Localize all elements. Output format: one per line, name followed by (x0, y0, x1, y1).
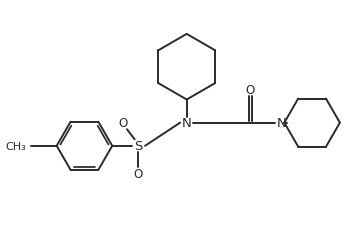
Text: O: O (119, 117, 128, 130)
Text: S: S (134, 140, 143, 153)
Text: O: O (246, 84, 255, 97)
Text: CH₃: CH₃ (6, 141, 27, 151)
Text: N: N (182, 117, 192, 130)
Text: N: N (276, 117, 286, 130)
Text: O: O (134, 167, 143, 180)
